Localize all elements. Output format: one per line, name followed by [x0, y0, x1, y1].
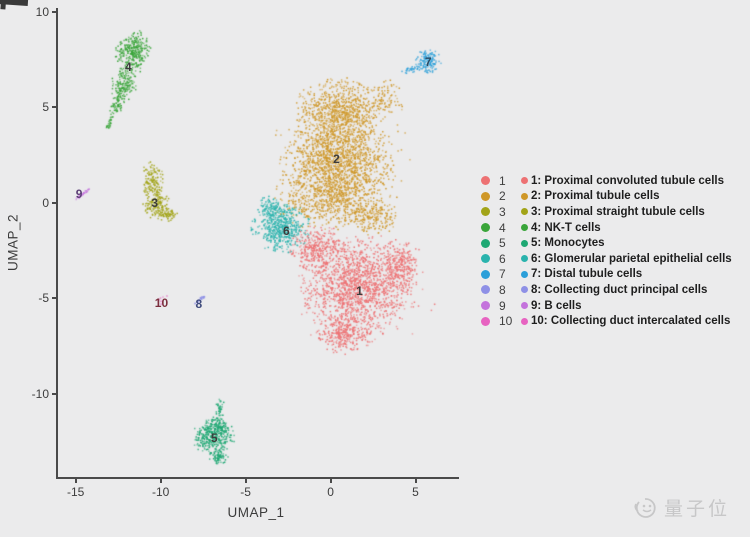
- legend-cluster-number: 5: [499, 236, 506, 251]
- x-tick: [74, 479, 77, 483]
- legend-annotation-label: 1: Proximal convoluted tubule cells: [531, 174, 724, 187]
- legend-cluster-dot-icon: [481, 207, 490, 217]
- cluster-label-10: 10: [154, 296, 169, 311]
- x-tick: [244, 479, 247, 483]
- legend-row-4: 4 4: NK-T cells: [481, 220, 732, 236]
- x-tick: [414, 479, 417, 483]
- legend-row-3: 3 3: Proximal straight tubule cells: [481, 204, 732, 220]
- legend-annotation-label: 3: Proximal straight tubule cells: [531, 205, 705, 218]
- cluster-label-5: 5: [210, 430, 218, 445]
- legend-annotation-dot-icon: [521, 192, 528, 200]
- legend-cluster-number: 7: [499, 267, 506, 282]
- cluster-label-1: 1: [356, 283, 363, 298]
- legend-cluster-number: 1: [499, 173, 506, 188]
- watermark: 量子位: [633, 494, 730, 521]
- qbitai-logo-icon: [634, 498, 656, 518]
- legend-row-8: 8 8: Collecting duct principal cells: [481, 282, 732, 298]
- legend-cluster-number: 3: [499, 204, 506, 219]
- legend-cluster-number: 6: [499, 251, 506, 266]
- cluster-label-9: 9: [75, 187, 83, 202]
- legend-annotation-label: 10: Collecting duct intercalated cells: [531, 315, 731, 328]
- cluster-label-6: 6: [283, 223, 290, 238]
- legend-cluster-dot-icon: [481, 269, 490, 279]
- legend-annotation-dot-icon: [521, 286, 528, 294]
- legend-cluster-dot-icon: [481, 176, 490, 186]
- legend-cluster-dot-icon: [481, 285, 490, 295]
- legend-cluster-dot-icon: [481, 316, 490, 326]
- cluster-label-4: 4: [125, 60, 132, 75]
- legend-cluster-dot-icon: [481, 191, 490, 201]
- legend-row-9: 9 9: B cells: [481, 298, 732, 314]
- y-axis-line: [56, 8, 58, 479]
- y-tick-label: -10: [31, 386, 49, 401]
- x-tick-label: 0: [327, 485, 334, 499]
- y-tick-label: 5: [42, 100, 49, 115]
- legend-annotation-dot-icon: [521, 177, 528, 185]
- legend-cluster-number: 9: [499, 298, 506, 313]
- legend-annotation-label: 5: Monocytes: [531, 237, 605, 250]
- legend-annotation-dot-icon: [521, 317, 528, 325]
- y-tick: [52, 297, 56, 300]
- legend-annotation-label: 2: Proximal tubule cells: [531, 190, 660, 203]
- y-tick-label: -5: [38, 291, 49, 306]
- y-tick: [52, 10, 56, 13]
- legend-annotation-label: 4: NK-T cells: [531, 221, 601, 234]
- legend-cluster-dot-icon: [481, 238, 490, 248]
- cluster-label-3: 3: [151, 195, 159, 210]
- legend-row-2: 2 2: Proximal tubule cells: [481, 189, 732, 205]
- x-tick-label: 5: [412, 485, 419, 499]
- legend-annotation-dot-icon: [521, 208, 528, 216]
- legend-row-10: 10 10: Collecting duct intercalated cells: [481, 313, 732, 329]
- legend-annotation-label: 6: Glomerular parietal epithelial cells: [531, 252, 732, 265]
- legend-annotation-label: 8: Collecting duct principal cells: [531, 283, 708, 296]
- x-axis-line: [56, 477, 459, 479]
- legend-cluster-dot-icon: [481, 254, 490, 264]
- x-tick-label: -15: [67, 485, 85, 499]
- x-tick: [159, 479, 162, 483]
- legend-row-6: 6 6: Glomerular parietal epithelial cells: [481, 251, 732, 267]
- x-tick-label: -10: [151, 485, 170, 499]
- legend-cluster-number: 4: [499, 220, 506, 235]
- legend-cluster-number: 8: [499, 282, 506, 297]
- legend-annotation-dot-icon: [521, 224, 528, 232]
- legend-annotation-dot-icon: [521, 255, 528, 263]
- legend-cluster-number: 2: [499, 189, 506, 204]
- y-axis-title: UMAP_2: [5, 213, 21, 271]
- x-tick: [329, 479, 332, 483]
- legend: 1 1: Proximal convoluted tubule cells 2 2: …: [481, 173, 732, 329]
- legend-annotation-dot-icon: [521, 270, 528, 278]
- y-tick-label: 0: [42, 195, 49, 210]
- legend-cluster-dot-icon: [481, 301, 490, 311]
- legend-cluster-dot-icon: [481, 223, 490, 233]
- legend-annotation-label: 9: B cells: [531, 299, 582, 312]
- legend-row-1: 1 1: Proximal convoluted tubule cells: [481, 173, 732, 189]
- cluster-label-8: 8: [195, 297, 203, 312]
- y-tick: [52, 106, 56, 109]
- cluster-label-7: 7: [424, 55, 432, 70]
- y-tick: [52, 392, 56, 395]
- legend-row-7: 7 7: Distal tubule cells: [481, 267, 732, 283]
- cluster-label-2: 2: [333, 151, 340, 166]
- legend-annotation-dot-icon: [521, 302, 528, 310]
- legend-cluster-number: 10: [499, 314, 513, 329]
- legend-row-5: 5 5: Monocytes: [481, 235, 732, 251]
- watermark-text: 量子位: [663, 499, 730, 520]
- y-tick: [52, 201, 56, 204]
- y-tick-label: 10: [35, 4, 49, 19]
- legend-annotation-dot-icon: [521, 239, 528, 247]
- x-axis-title: UMAP_1: [227, 505, 285, 520]
- legend-annotation-label: 7: Distal tubule cells: [531, 268, 643, 281]
- x-tick-label: -5: [240, 485, 251, 499]
